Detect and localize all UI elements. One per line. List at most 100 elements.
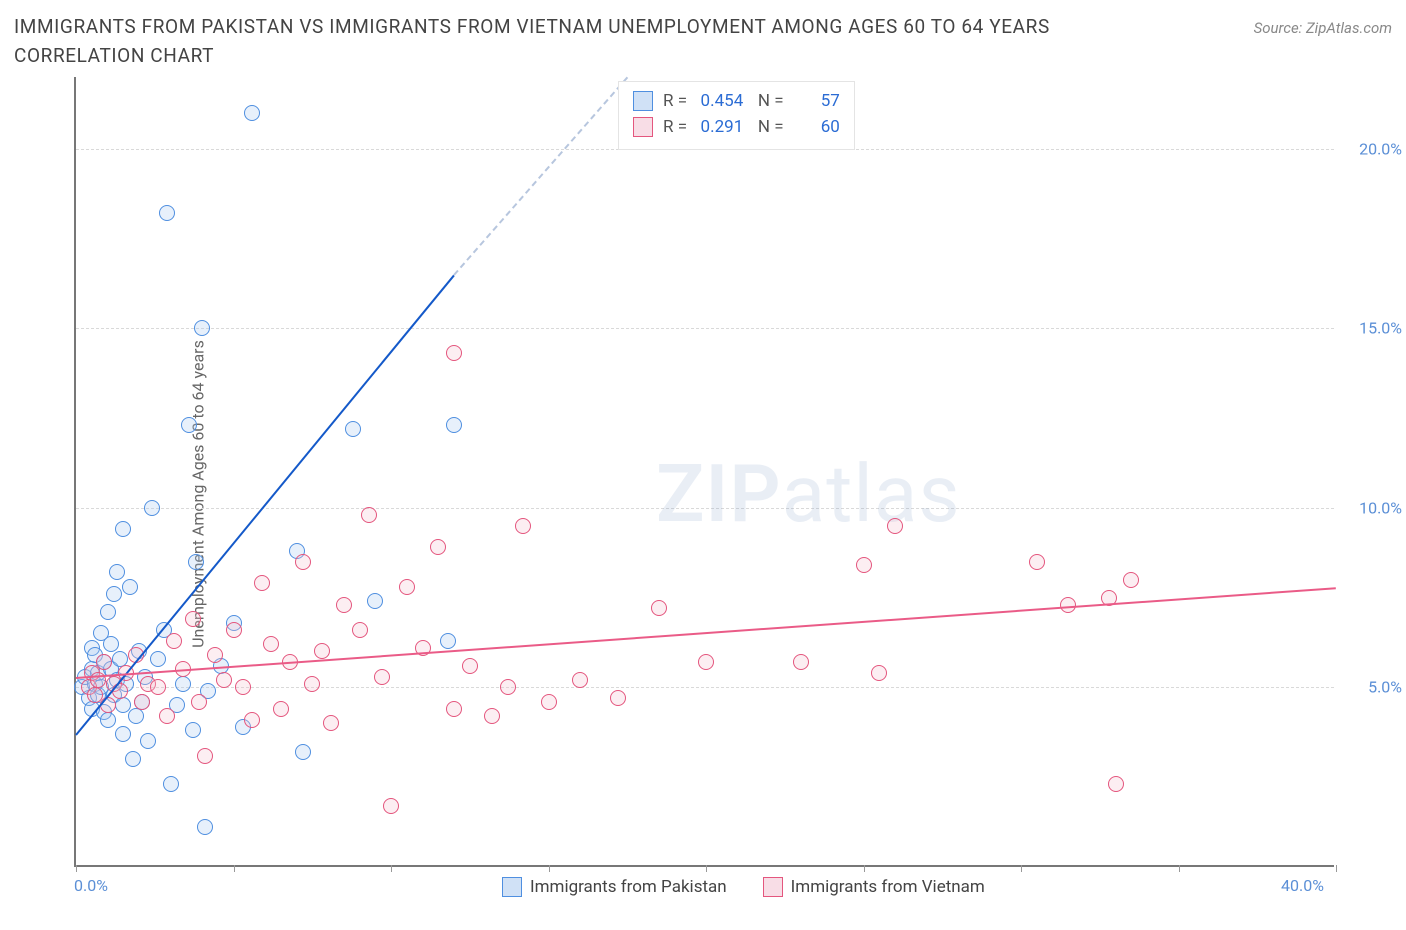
scatter-point-vietnam bbox=[430, 539, 446, 555]
source-prefix: Source: bbox=[1254, 19, 1306, 37]
scatter-point-vietnam bbox=[244, 712, 260, 728]
scatter-point-vietnam bbox=[572, 672, 588, 688]
trend-line-dashed bbox=[453, 77, 628, 276]
scatter-point-pakistan bbox=[159, 205, 175, 221]
scatter-point-vietnam bbox=[185, 611, 201, 627]
scatter-point-pakistan bbox=[440, 633, 456, 649]
scatter-point-vietnam bbox=[352, 622, 368, 638]
scatter-point-vietnam bbox=[314, 643, 330, 659]
legend-swatch bbox=[633, 91, 653, 111]
x-tick bbox=[234, 865, 235, 872]
series-legend: Immigrants from Pakistan Immigrants from … bbox=[502, 877, 985, 897]
scatter-point-vietnam bbox=[610, 690, 626, 706]
scatter-point-vietnam bbox=[484, 708, 500, 724]
scatter-point-pakistan bbox=[244, 105, 260, 121]
scatter-point-pakistan bbox=[140, 733, 156, 749]
scatter-point-vietnam bbox=[295, 554, 311, 570]
scatter-point-vietnam bbox=[323, 715, 339, 731]
header-row: IMMIGRANTS FROM PAKISTAN VS IMMIGRANTS F… bbox=[14, 12, 1392, 71]
x-tick bbox=[864, 865, 865, 872]
y-tick-label: 5.0% bbox=[1342, 678, 1402, 697]
scatter-point-pakistan bbox=[100, 604, 116, 620]
scatter-point-vietnam bbox=[336, 597, 352, 613]
scatter-point-pakistan bbox=[188, 554, 204, 570]
chart-title: IMMIGRANTS FROM PAKISTAN VS IMMIGRANTS F… bbox=[14, 12, 1174, 71]
scatter-point-vietnam bbox=[150, 679, 166, 695]
plot-region: 5.0%10.0%15.0%20.0%0.0%40.0%ZIPatlasR = … bbox=[74, 77, 1334, 867]
scatter-point-vietnam bbox=[1123, 572, 1139, 588]
x-tick bbox=[76, 865, 77, 872]
x-tick bbox=[1336, 865, 1337, 872]
scatter-point-vietnam bbox=[304, 676, 320, 692]
scatter-point-vietnam bbox=[226, 622, 242, 638]
scatter-point-vietnam bbox=[361, 507, 377, 523]
scatter-point-vietnam bbox=[446, 345, 462, 361]
scatter-point-pakistan bbox=[150, 651, 166, 667]
scatter-point-pakistan bbox=[106, 586, 122, 602]
x-tick bbox=[391, 865, 392, 872]
scatter-point-vietnam bbox=[159, 708, 175, 724]
scatter-point-vietnam bbox=[1108, 776, 1124, 792]
scatter-point-vietnam bbox=[191, 694, 207, 710]
scatter-point-pakistan bbox=[197, 819, 213, 835]
scatter-point-vietnam bbox=[500, 679, 516, 695]
y-tick-label: 15.0% bbox=[1342, 319, 1402, 338]
scatter-point-pakistan bbox=[367, 593, 383, 609]
scatter-point-vietnam bbox=[235, 679, 251, 695]
scatter-point-vietnam bbox=[207, 647, 223, 663]
gridline bbox=[76, 687, 1334, 688]
scatter-point-pakistan bbox=[163, 776, 179, 792]
scatter-point-pakistan bbox=[181, 417, 197, 433]
scatter-point-vietnam bbox=[698, 654, 714, 670]
scatter-point-vietnam bbox=[100, 697, 116, 713]
scatter-point-vietnam bbox=[856, 557, 872, 573]
scatter-point-vietnam bbox=[216, 672, 232, 688]
scatter-point-vietnam bbox=[462, 658, 478, 674]
series-legend-item-pakistan: Immigrants from Pakistan bbox=[502, 877, 727, 897]
gridline bbox=[76, 328, 1334, 329]
scatter-point-vietnam bbox=[263, 636, 279, 652]
scatter-point-vietnam bbox=[871, 665, 887, 681]
stats-legend-row-vietnam: R = 0.291 N = 60 bbox=[633, 114, 840, 140]
scatter-point-pakistan bbox=[194, 320, 210, 336]
scatter-point-vietnam bbox=[446, 701, 462, 717]
legend-swatch bbox=[763, 877, 783, 897]
scatter-point-vietnam bbox=[399, 579, 415, 595]
source-name: ZipAtlas.com bbox=[1306, 19, 1392, 37]
scatter-point-pakistan bbox=[128, 708, 144, 724]
legend-stats-text: R = 0.291 N = 60 bbox=[661, 114, 840, 140]
scatter-point-vietnam bbox=[793, 654, 809, 670]
x-axis-end-label: 40.0% bbox=[1281, 876, 1324, 895]
scatter-point-pakistan bbox=[144, 500, 160, 516]
scatter-point-vietnam bbox=[197, 748, 213, 764]
scatter-point-vietnam bbox=[96, 654, 112, 670]
chart-area: Unemployment Among Ages 60 to 64 years 5… bbox=[14, 77, 1392, 911]
scatter-point-pakistan bbox=[185, 722, 201, 738]
scatter-point-vietnam bbox=[887, 518, 903, 534]
stats-legend: R = 0.454 N = 57R = 0.291 N = 60 bbox=[618, 81, 855, 150]
scatter-point-pakistan bbox=[115, 521, 131, 537]
scatter-point-vietnam bbox=[515, 518, 531, 534]
legend-swatch bbox=[502, 877, 522, 897]
x-tick bbox=[1179, 865, 1180, 872]
scatter-point-vietnam bbox=[134, 694, 150, 710]
scatter-point-vietnam bbox=[1060, 597, 1076, 613]
y-tick-label: 10.0% bbox=[1342, 498, 1402, 517]
scatter-point-vietnam bbox=[541, 694, 557, 710]
legend-swatch bbox=[633, 117, 653, 137]
y-tick-label: 20.0% bbox=[1342, 139, 1402, 158]
scatter-point-vietnam bbox=[273, 701, 289, 717]
scatter-point-pakistan bbox=[345, 421, 361, 437]
scatter-point-vietnam bbox=[166, 633, 182, 649]
scatter-point-vietnam bbox=[651, 600, 667, 616]
scatter-point-pakistan bbox=[122, 579, 138, 595]
trend-line bbox=[75, 275, 455, 736]
series-legend-label: Immigrants from Vietnam bbox=[791, 877, 985, 897]
scatter-point-vietnam bbox=[254, 575, 270, 591]
stats-legend-row-pakistan: R = 0.454 N = 57 bbox=[633, 88, 840, 114]
gridline bbox=[76, 508, 1334, 509]
source-credit: Source: ZipAtlas.com bbox=[1254, 19, 1392, 37]
scatter-point-pakistan bbox=[295, 744, 311, 760]
scatter-point-vietnam bbox=[383, 798, 399, 814]
x-tick bbox=[706, 865, 707, 872]
